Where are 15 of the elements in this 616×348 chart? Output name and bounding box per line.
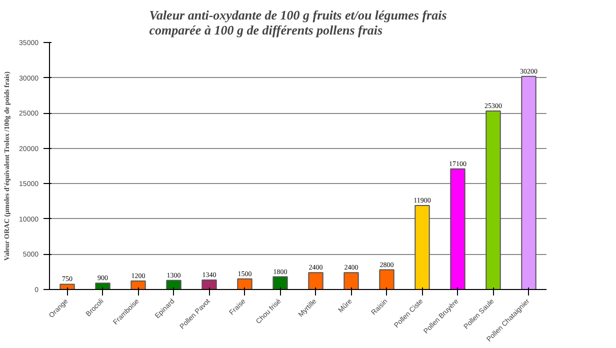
bar bbox=[521, 76, 536, 290]
bar bbox=[486, 110, 501, 290]
bar bbox=[60, 284, 75, 290]
bar bbox=[272, 276, 288, 290]
bar bbox=[130, 280, 146, 290]
bar bbox=[202, 280, 217, 290]
bar bbox=[344, 272, 359, 290]
bar bbox=[414, 205, 430, 290]
chart-title: Valeur anti-oxydante de 100 g fruits et/ou légumes frais comparée à 100 g de différents pollens frais bbox=[149, 8, 447, 38]
bar bbox=[237, 278, 252, 290]
bar bbox=[166, 280, 182, 290]
bar bbox=[379, 269, 394, 290]
bar bbox=[308, 272, 324, 290]
bar bbox=[450, 168, 466, 290]
bar bbox=[95, 282, 110, 290]
